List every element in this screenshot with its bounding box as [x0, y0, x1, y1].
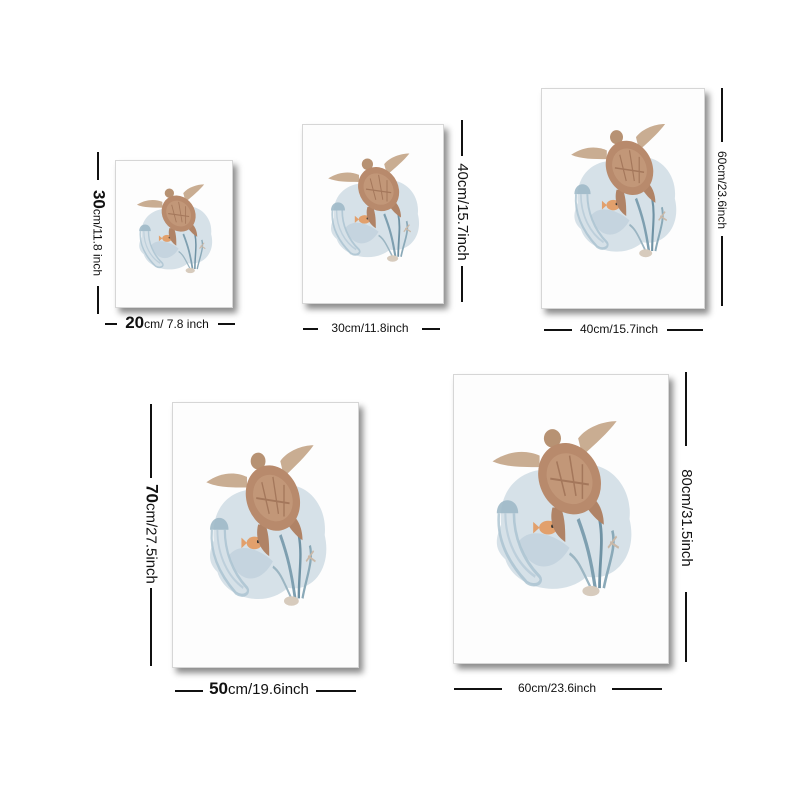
width-line-50-right [316, 690, 356, 692]
width-label-20: 20cm/ 7.8 inch [125, 313, 209, 332]
width-line-60-left [454, 688, 502, 690]
height-label-40: 40cm/15.7inch [454, 163, 471, 261]
height-line-70-top [150, 404, 152, 478]
width-line-30-right [422, 328, 440, 330]
turtle-artwork [326, 152, 421, 264]
width-line-50-left [175, 690, 203, 692]
height-label-80: 80cm/31.5inch [678, 469, 695, 567]
height-line-40-bottom [461, 266, 463, 302]
print-40x60 [541, 88, 705, 309]
width-label-50: 50cm/19.6inch [209, 679, 309, 698]
turtle-artwork [135, 183, 214, 275]
height-line-30-bottom [97, 286, 99, 314]
width-line-20-right [218, 323, 235, 325]
height-line-60-top [721, 88, 723, 142]
height-label-70: 70cm/27.5inch [142, 484, 162, 584]
turtle-artwork [204, 443, 329, 608]
width-line-60-right [612, 688, 662, 690]
width-line-30-left [303, 328, 318, 330]
print-60x80 [453, 374, 669, 664]
width-label-30: 30cm/11.8inch [331, 321, 409, 335]
print-30x40 [302, 124, 444, 304]
width-line-40-left [544, 329, 572, 331]
height-line-60-bottom [721, 236, 723, 306]
turtle-artwork [454, 375, 668, 663]
width-line-40-right [667, 329, 703, 331]
height-line-80-top [685, 372, 687, 446]
height-line-30-top [97, 152, 99, 180]
height-label-60: 60cm/23.6inch [715, 150, 729, 230]
height-line-80-bottom [685, 592, 687, 662]
width-label-40: 40cm/15.7inch [579, 322, 659, 336]
width-line-20 [105, 323, 117, 325]
turtle-artwork [569, 122, 678, 259]
height-line-70-bottom [150, 588, 152, 666]
height-line-40-top [461, 120, 463, 156]
print-50x70 [172, 402, 359, 668]
print-20x30 [115, 160, 233, 308]
height-label-30: 30cm/11.8 inch [89, 189, 109, 277]
width-label-60: 60cm/23.6inch [517, 681, 597, 695]
